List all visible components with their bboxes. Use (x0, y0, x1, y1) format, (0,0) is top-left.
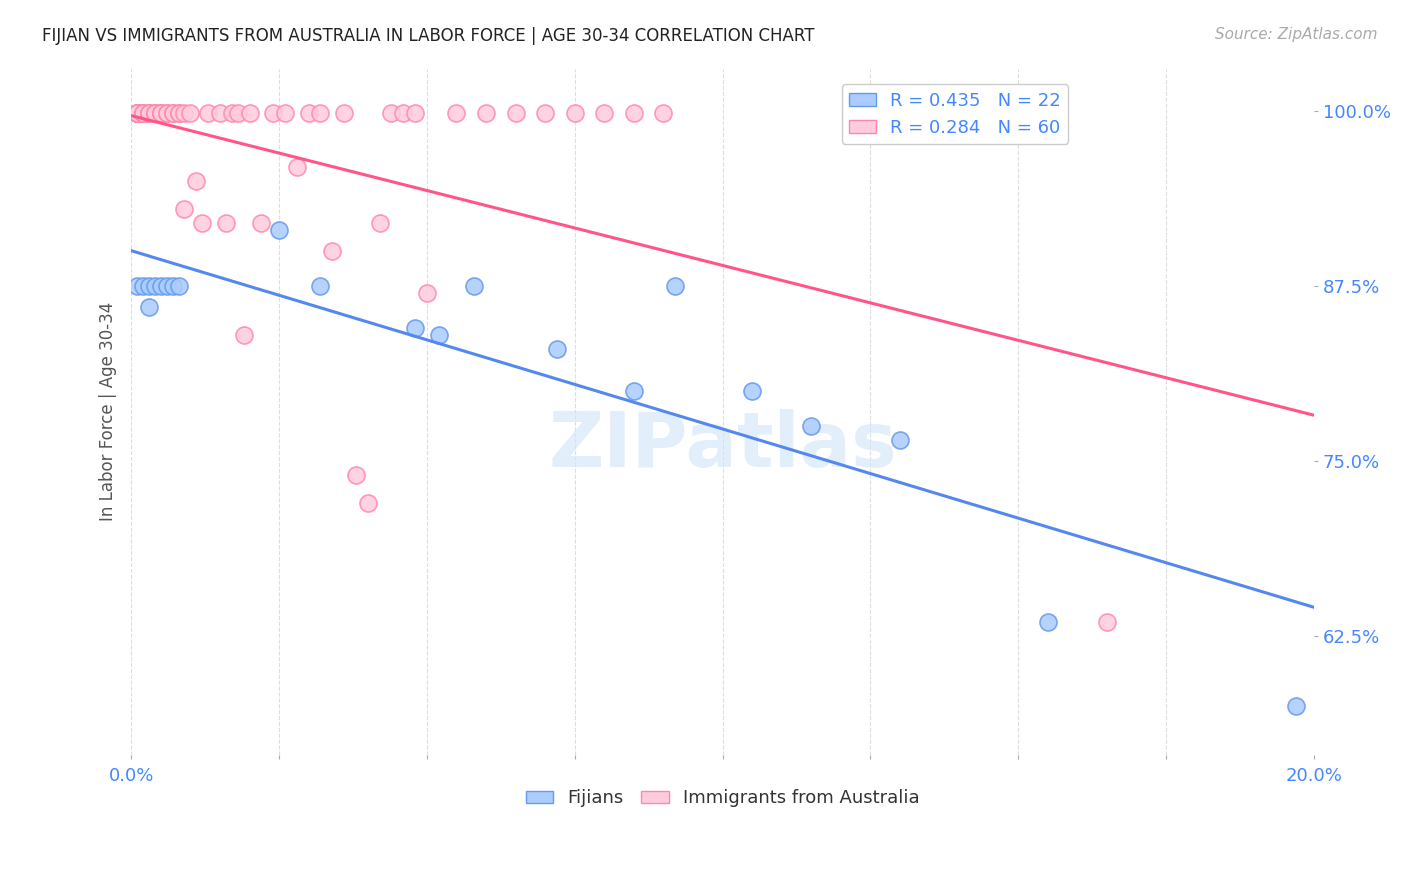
Point (149, 278, 172, 293)
Point (127, 106, 149, 120)
Point (344, 467, 367, 482)
Point (226, 106, 249, 120)
Point (404, 106, 426, 120)
Point (652, 106, 675, 120)
Point (127, 106, 149, 120)
Point (534, 106, 557, 120)
Point (623, 384, 645, 398)
Point (1036, 615, 1059, 629)
Point (138, 106, 160, 120)
Point (162, 106, 184, 120)
Point (132, 106, 155, 120)
Point (505, 106, 527, 120)
Point (392, 106, 415, 120)
Point (664, 278, 686, 293)
Point (800, 418, 823, 433)
Point (741, 384, 763, 398)
Point (357, 496, 380, 510)
Point (333, 106, 356, 120)
Point (221, 106, 243, 120)
Point (149, 106, 172, 120)
Point (167, 106, 190, 120)
Point (132, 106, 155, 120)
Point (138, 106, 160, 120)
Point (416, 285, 439, 300)
Point (156, 278, 179, 293)
Point (404, 320, 426, 334)
Point (1285, 698, 1308, 713)
Point (274, 106, 297, 120)
Point (475, 106, 498, 120)
Point (127, 106, 149, 120)
Point (215, 216, 238, 230)
Point (173, 202, 195, 216)
Point (138, 300, 160, 314)
Point (149, 106, 172, 120)
Point (262, 106, 284, 120)
Point (156, 106, 179, 120)
Point (186, 173, 208, 187)
Point (127, 106, 149, 120)
Point (167, 106, 190, 120)
Point (309, 106, 332, 120)
Point (127, 106, 149, 120)
Point (593, 106, 616, 120)
Point (321, 244, 343, 258)
Point (238, 106, 260, 120)
Point (127, 278, 149, 293)
Point (167, 278, 190, 293)
Point (138, 278, 160, 293)
Point (463, 278, 485, 293)
Point (138, 106, 160, 120)
Point (208, 106, 231, 120)
Point (179, 106, 201, 120)
Y-axis label: In Labor Force | Age 30-34: In Labor Force | Age 30-34 (100, 302, 117, 521)
Point (143, 106, 166, 120)
Point (1095, 615, 1118, 629)
Text: FIJIAN VS IMMIGRANTS FROM AUSTRALIA IN LABOR FORCE | AGE 30-34 CORRELATION CHART: FIJIAN VS IMMIGRANTS FROM AUSTRALIA IN L… (42, 27, 814, 45)
Point (623, 106, 645, 120)
Point (143, 106, 166, 120)
Point (162, 106, 184, 120)
Point (368, 216, 391, 230)
Text: ZIPatlas: ZIPatlas (548, 409, 897, 483)
Point (889, 433, 911, 447)
Legend: Fijians, Immigrants from Australia: Fijians, Immigrants from Australia (519, 782, 927, 814)
Point (156, 106, 179, 120)
Point (127, 106, 149, 120)
Point (143, 106, 166, 120)
Point (427, 327, 450, 342)
Point (232, 327, 254, 342)
Point (143, 278, 166, 293)
Point (250, 216, 273, 230)
Point (149, 106, 172, 120)
Point (132, 106, 155, 120)
Point (173, 106, 195, 120)
Point (191, 216, 214, 230)
Point (132, 278, 155, 293)
Point (309, 278, 332, 293)
Point (267, 222, 290, 236)
Point (285, 160, 308, 174)
Point (564, 106, 586, 120)
Point (298, 106, 321, 120)
Point (162, 278, 184, 293)
Point (380, 106, 402, 120)
Point (197, 106, 219, 120)
Point (546, 342, 568, 356)
Text: Source: ZipAtlas.com: Source: ZipAtlas.com (1215, 27, 1378, 42)
Point (446, 106, 468, 120)
